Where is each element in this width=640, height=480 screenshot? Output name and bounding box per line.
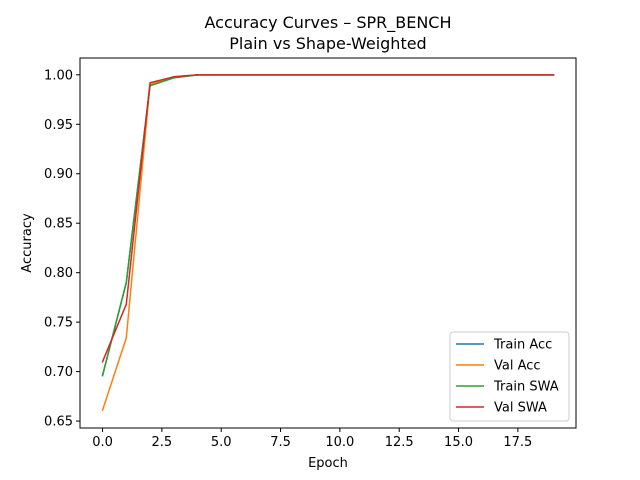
x-tick-label: 5.0 [211, 435, 232, 450]
series-layer [101, 74, 555, 412]
y-tick-label: 0.70 [44, 365, 73, 380]
y-tick-label: 0.80 [44, 266, 73, 281]
legend-label: Train Acc [493, 338, 552, 353]
legend-label: Val Acc [494, 359, 541, 374]
y-axis-ticks: 0.65 0.70 0.75 0.80 0.85 0.90 0.95 1.00 [44, 68, 80, 430]
x-tick-label: 17.5 [503, 435, 532, 450]
y-axis-label: Accuracy [20, 213, 35, 273]
x-axis-label: Epoch [308, 456, 348, 471]
legend-label: Train SWA [493, 380, 559, 395]
x-tick-label: 12.5 [385, 435, 414, 450]
y-tick-label: 1.00 [44, 68, 73, 83]
x-tick-label: 0.0 [92, 435, 113, 450]
y-tick-label: 0.75 [44, 316, 73, 331]
legend-label: Val SWA [494, 401, 547, 416]
chart-title: Accuracy Curves – SPR_BENCH [204, 13, 451, 33]
legend-box [449, 331, 570, 422]
y-tick-label: 0.95 [44, 118, 73, 133]
legend: Train Acc Val Acc Train SWA Val SWA [449, 331, 570, 422]
x-axis-ticks: 0.0 2.5 5.0 7.5 10.0 12.5 15.0 17.5 [92, 428, 532, 450]
series-line-4 [101, 74, 555, 363]
chart-subtitle: Plain vs Shape-Weighted [229, 34, 426, 53]
x-tick-label: 7.5 [270, 435, 291, 450]
x-tick-label: 10.0 [325, 435, 354, 450]
x-tick-label: 2.5 [152, 435, 173, 450]
x-tick-label: 15.0 [444, 435, 473, 450]
y-tick-label: 0.65 [44, 415, 73, 430]
plot-frame [79, 57, 577, 429]
y-tick-label: 0.85 [44, 217, 73, 232]
y-tick-label: 0.90 [44, 167, 73, 182]
